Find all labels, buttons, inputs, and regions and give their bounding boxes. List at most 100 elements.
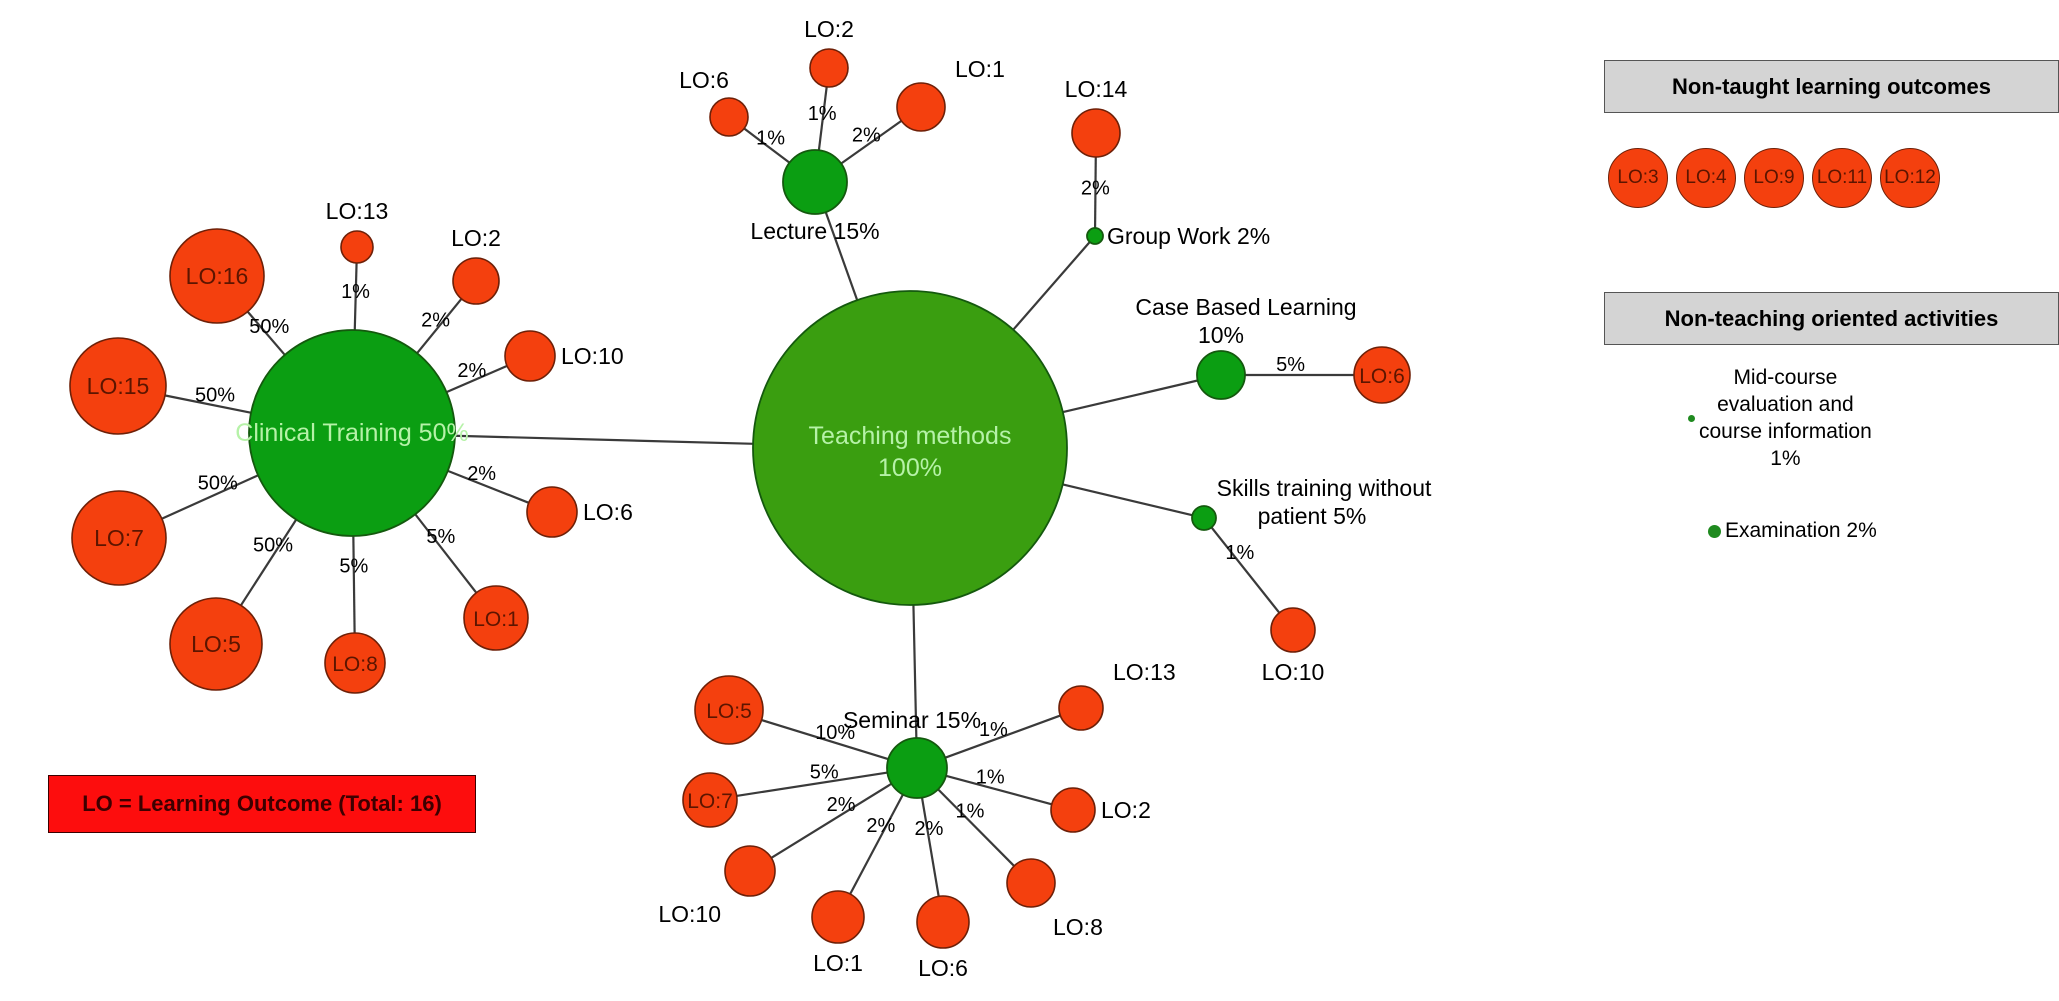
edge-clinical-to-LO7 (160, 473, 260, 521)
method-label-groupwork: Group Work 2% (1107, 223, 1270, 249)
edge-seminar-to-LO7 (735, 771, 889, 798)
edge-percent-label: 2% (421, 309, 450, 331)
outcome-label-LO7: LO:7 (687, 790, 733, 813)
edge-percent-label: 50% (253, 534, 293, 556)
outcome-node-LO2-11[interactable] (809, 48, 849, 88)
outcome-node-LO16-0[interactable] (169, 228, 265, 324)
learning-outcome-note: LO = Learning Outcome (Total: 16) (48, 775, 476, 833)
outcome-label-LO13: LO:13 (326, 198, 389, 224)
method-label-cbl-line1: Case Based Learning (1135, 294, 1356, 320)
root-node-value: 100% (878, 454, 942, 482)
outcome-node-LO2-8[interactable] (452, 257, 500, 305)
outcome-label-LO6: LO:6 (583, 499, 633, 525)
outcome-label-LO2: LO:2 (804, 16, 854, 42)
outcome-node-LO6-14[interactable] (1353, 346, 1411, 404)
outcome-node-LO6-10[interactable] (709, 97, 749, 137)
outcome-node-LO5-16[interactable] (694, 675, 764, 745)
outcome-node-LO7-2[interactable] (71, 490, 167, 586)
outcome-node-LO5-3[interactable] (169, 597, 263, 691)
method-node-lecture[interactable] (782, 149, 848, 215)
outcome-node-LO14-13[interactable] (1071, 108, 1121, 158)
outcome-node-LO8-21[interactable] (1006, 858, 1056, 908)
edge-lecture-to-LO1 (839, 119, 903, 165)
edge-seminar-to-LO10 (769, 782, 893, 860)
edge-percent-label: 1% (976, 767, 1005, 789)
method-node-teaching-methods[interactable] (752, 290, 1068, 606)
edge-clinical-to-LO2 (415, 297, 463, 355)
edge-skills-to-LO10 (1209, 525, 1281, 615)
edge-seminar-to-LO8 (936, 787, 1016, 868)
outcome-node-LO6-20[interactable] (916, 895, 970, 949)
edge-percent-label: 50% (249, 316, 289, 338)
outcome-label-LO1: LO:1 (955, 56, 1005, 82)
outcome-node-LO15-1[interactable] (69, 337, 167, 435)
edge-clinical-to-LO10 (445, 364, 509, 394)
edge-seminar-to-LO6 (920, 796, 940, 898)
non-taught-chip-row: LO:3 LO:4 LO:9 LO:11 LO:12 (1608, 148, 1940, 208)
outcome-label-LO10: LO:10 (561, 343, 624, 369)
outcome-node-LO6-6[interactable] (526, 486, 578, 538)
outcome-label-LO6: LO:6 (679, 67, 729, 93)
edge-root-to-seminar (912, 603, 918, 740)
outcome-node-LO10-7[interactable] (504, 330, 556, 382)
outcome-label-LO14: LO:14 (1065, 76, 1128, 102)
method-label-skills-line2: patient 5% (1258, 503, 1367, 529)
outcome-node-LO1-5[interactable] (463, 585, 529, 651)
edge-clinical-to-LO5 (239, 518, 298, 607)
edge-percent-label: 50% (195, 384, 235, 406)
method-node-cbl[interactable] (1196, 350, 1246, 400)
edge-percent-label: 1% (1225, 542, 1254, 564)
edge-root-to-skills (1061, 483, 1194, 517)
edge-percent-label: 2% (1081, 177, 1110, 199)
edge-groupwork-to-LO14 (1093, 155, 1097, 230)
outcome-label-LO16: LO:16 (186, 263, 249, 289)
method-label-skills-line1: Skills training without (1217, 475, 1432, 501)
edge-clinical-to-LO8 (352, 534, 356, 635)
outcome-label-LO15: LO:15 (87, 373, 150, 399)
edge-percent-label: 5% (339, 556, 368, 578)
outcome-node-LO1-12[interactable] (896, 82, 946, 132)
activity-examination: Examination 2% (1708, 518, 1877, 545)
method-node-seminar[interactable] (886, 737, 948, 799)
method-node-clinical[interactable] (248, 329, 456, 537)
edge-percent-label: 1% (808, 103, 837, 125)
outcome-node-LO8-4[interactable] (324, 632, 386, 694)
outcome-node-LO7-17[interactable] (682, 772, 738, 828)
outcome-node-LO10-15[interactable] (1270, 607, 1316, 653)
outcome-node-LO2-22[interactable] (1050, 787, 1096, 833)
edge-clinical-to-LO1 (413, 512, 478, 595)
edge-percent-label: 5% (426, 526, 455, 548)
edge-seminar-to-LO1 (848, 793, 905, 896)
edge-root-to-cbl (1061, 379, 1199, 414)
green-dot-icon (1688, 415, 1695, 423)
edge-percent-label: 5% (1276, 354, 1305, 376)
edge-percent-label: 1% (756, 127, 785, 149)
outcome-label-LO1: LO:1 (813, 950, 863, 976)
non-teaching-title: Non-teaching oriented activities (1664, 305, 1999, 331)
outcome-label-LO7: LO:7 (94, 525, 144, 551)
activity-mid-course-evaluation: Mid-course evaluation and course informa… (1688, 365, 1938, 473)
method-node-skills[interactable] (1191, 505, 1217, 531)
edge-seminar-to-LO2 (944, 774, 1054, 806)
edge-root-to-lecture (824, 210, 859, 302)
edge-lecture-to-LO6 (742, 126, 791, 165)
outcome-label-LO6: LO:6 (1359, 365, 1405, 388)
outcome-label-LO13: LO:13 (1113, 659, 1176, 685)
outcome-node-LO1-19[interactable] (811, 890, 865, 944)
outcome-node-LO13-23[interactable] (1058, 685, 1104, 731)
activity-examination-label: Examination 2% (1725, 519, 1877, 542)
method-label-lecture: Lecture 15% (750, 218, 879, 244)
outcome-node-LO10-18[interactable] (724, 845, 776, 897)
edge-seminar-to-LO5 (760, 718, 890, 761)
outcome-node-LO13-9[interactable] (340, 230, 374, 264)
method-node-groupwork[interactable] (1086, 227, 1104, 245)
edge-percent-label: 2% (457, 360, 486, 382)
outcome-label-LO1: LO:1 (473, 608, 519, 631)
outcome-label-LO8: LO:8 (332, 653, 378, 676)
edge-percent-label: 1% (979, 719, 1008, 741)
edge-root-to-groupwork (1011, 240, 1092, 332)
edge-percent-label: 2% (827, 794, 856, 816)
outcome-label-LO8: LO:8 (1053, 914, 1103, 940)
